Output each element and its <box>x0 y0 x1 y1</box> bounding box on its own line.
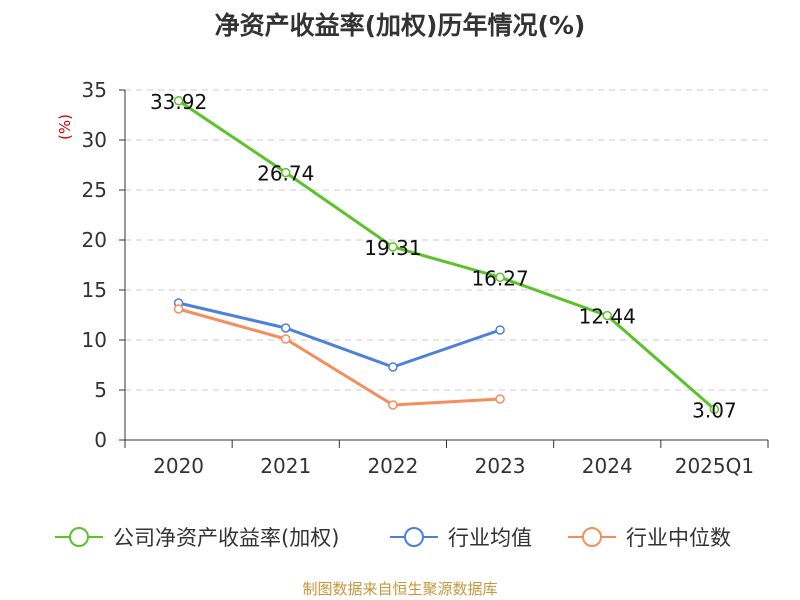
data-point <box>495 325 505 335</box>
chart-title: 净资产收益率(加权)历年情况(%) <box>214 11 586 40</box>
x-tick-label: 2022 <box>367 454 418 478</box>
legend-swatch-marker <box>404 527 424 547</box>
y-tick-label: 20 <box>82 228 107 252</box>
data-point <box>281 334 291 344</box>
data-point <box>173 96 184 106</box>
x-tick-label: 2024 <box>582 454 633 478</box>
data-label: 26.74 <box>257 162 314 186</box>
series-line <box>178 301 501 369</box>
y-tick-label: 10 <box>82 328 107 352</box>
x-tick-label: 2025Q1 <box>675 454 754 478</box>
data-label: 3.07 <box>692 398 737 422</box>
y-tick-label: 15 <box>82 278 107 302</box>
legend-label: 行业均值 <box>448 526 532 550</box>
legend-label: 行业中位数 <box>626 526 731 550</box>
series-line <box>178 307 501 407</box>
series-line <box>177 99 716 411</box>
x-tick-label: 2021 <box>260 454 311 478</box>
data-point <box>495 394 505 404</box>
x-tick-label: 2020 <box>153 454 204 478</box>
y-tick-label: 5 <box>94 378 107 402</box>
data-point <box>388 242 398 252</box>
data-point <box>173 304 184 314</box>
y-tick-label: 0 <box>94 428 107 452</box>
data-point <box>281 323 291 333</box>
data-label: 16.27 <box>471 266 528 290</box>
source-note: 制图数据来自恒生聚源数据库 <box>302 580 498 598</box>
legend-swatch-marker <box>69 527 89 547</box>
data-point <box>281 167 291 178</box>
data-point <box>388 400 398 410</box>
data-point <box>388 362 398 372</box>
y-tick-label: 35 <box>82 78 107 102</box>
data-label: 12.44 <box>579 305 636 329</box>
y-axis-label: (%) <box>56 114 74 140</box>
data-label: 33.92 <box>150 90 207 114</box>
data-point <box>495 272 505 283</box>
data-point <box>709 404 720 415</box>
data-point <box>602 310 612 321</box>
legend-swatch-marker <box>582 527 602 547</box>
x-tick-label: 2023 <box>475 454 526 478</box>
legend-label: 公司净资产收益率(加权) <box>113 526 339 550</box>
y-tick-label: 25 <box>82 178 107 202</box>
data-label: 19.31 <box>364 236 421 260</box>
y-tick-label: 30 <box>82 128 107 152</box>
